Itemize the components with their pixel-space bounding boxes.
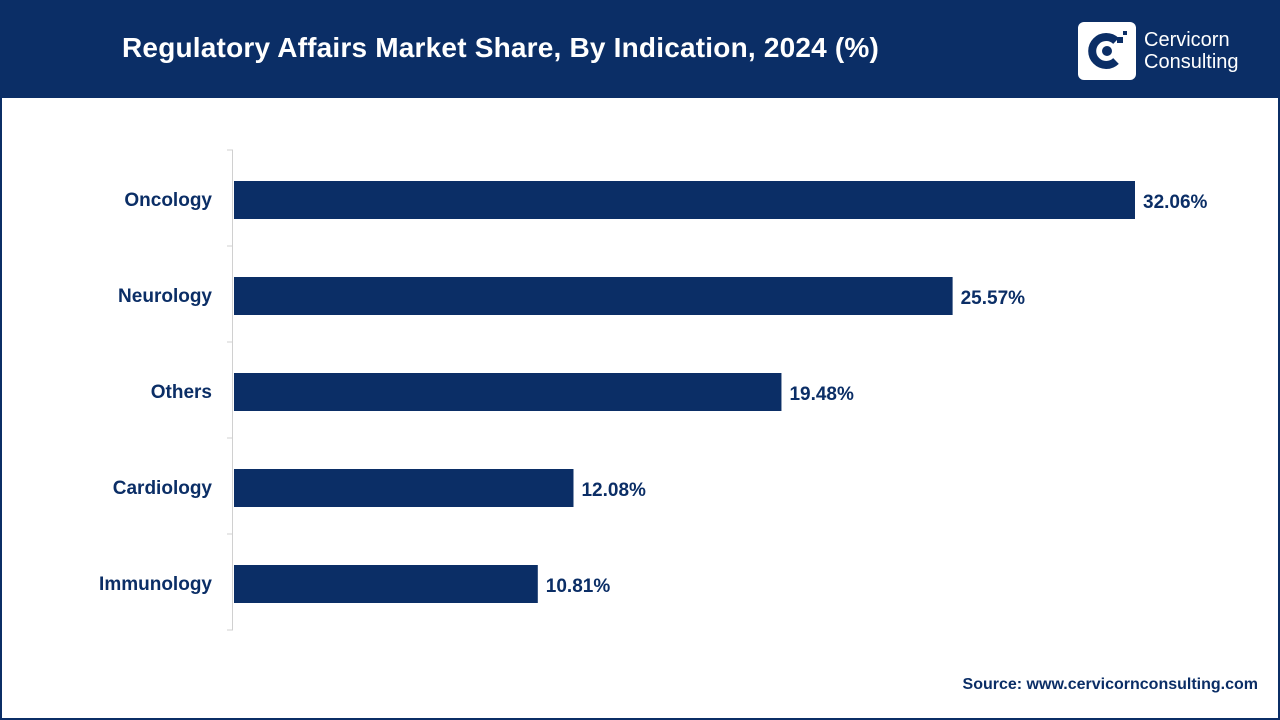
- logo-icon: [1078, 22, 1136, 80]
- data-label: 19.48%: [789, 384, 854, 405]
- data-label: 32.06%: [1143, 192, 1208, 213]
- category-label: Immunology: [99, 574, 212, 595]
- brand-logo: Cervicorn Consulting: [1078, 22, 1239, 80]
- bar-immunology: [234, 565, 538, 603]
- category-label: Oncology: [124, 190, 212, 211]
- brand-line-1: Cervicorn: [1144, 29, 1230, 51]
- header-bar: Regulatory Affairs Market Share, By Indi…: [2, 2, 1278, 98]
- category-label: Others: [151, 382, 212, 403]
- bar-cardiology: [234, 469, 574, 507]
- data-label: 25.57%: [961, 288, 1026, 309]
- bar-oncology: [234, 181, 1135, 219]
- data-label: 12.08%: [581, 480, 646, 501]
- source-note: Source: www.cervicornconsulting.com: [962, 676, 1258, 693]
- bar-others: [234, 373, 782, 411]
- category-label: Cardiology: [113, 478, 213, 499]
- brand-line-2: Consulting: [1144, 51, 1239, 73]
- data-label: 10.81%: [546, 576, 611, 597]
- page-title: Regulatory Affairs Market Share, By Indi…: [122, 32, 880, 63]
- bar-neurology: [234, 277, 953, 315]
- brand-name: Cervicorn Consulting: [1144, 29, 1239, 73]
- category-label: Neurology: [118, 286, 212, 307]
